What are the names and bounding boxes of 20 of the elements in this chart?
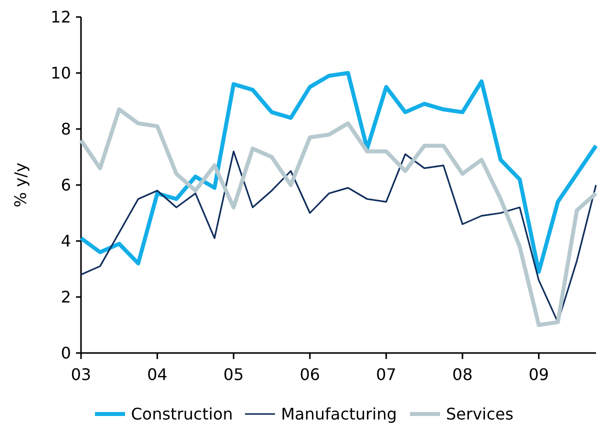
legend-label: Services bbox=[446, 404, 514, 424]
legend-label: Manufacturing bbox=[281, 404, 397, 424]
y-tick-label: 6 bbox=[60, 176, 71, 195]
x-tick-label: 09 bbox=[528, 365, 549, 384]
y-tick-label: 10 bbox=[50, 64, 71, 83]
y-tick-label: 0 bbox=[60, 344, 71, 363]
line-series bbox=[79, 107, 598, 327]
x-tick-label: 03 bbox=[70, 365, 92, 384]
x-tick-label: 05 bbox=[223, 365, 244, 384]
y-tick-label: 12 bbox=[50, 8, 71, 27]
x-tick-label: 08 bbox=[452, 365, 473, 384]
y-tick-label: 2 bbox=[60, 288, 71, 307]
y-axis-title: % y/y bbox=[11, 162, 30, 208]
y-tick-label: 4 bbox=[60, 232, 71, 251]
legend-label: Construction bbox=[131, 404, 233, 424]
line-series bbox=[79, 71, 598, 274]
x-tick-label: 07 bbox=[376, 365, 396, 384]
y-tick-label: 8 bbox=[60, 120, 71, 139]
x-tick-label: 04 bbox=[147, 365, 168, 384]
x-tick-label: 06 bbox=[300, 365, 320, 384]
